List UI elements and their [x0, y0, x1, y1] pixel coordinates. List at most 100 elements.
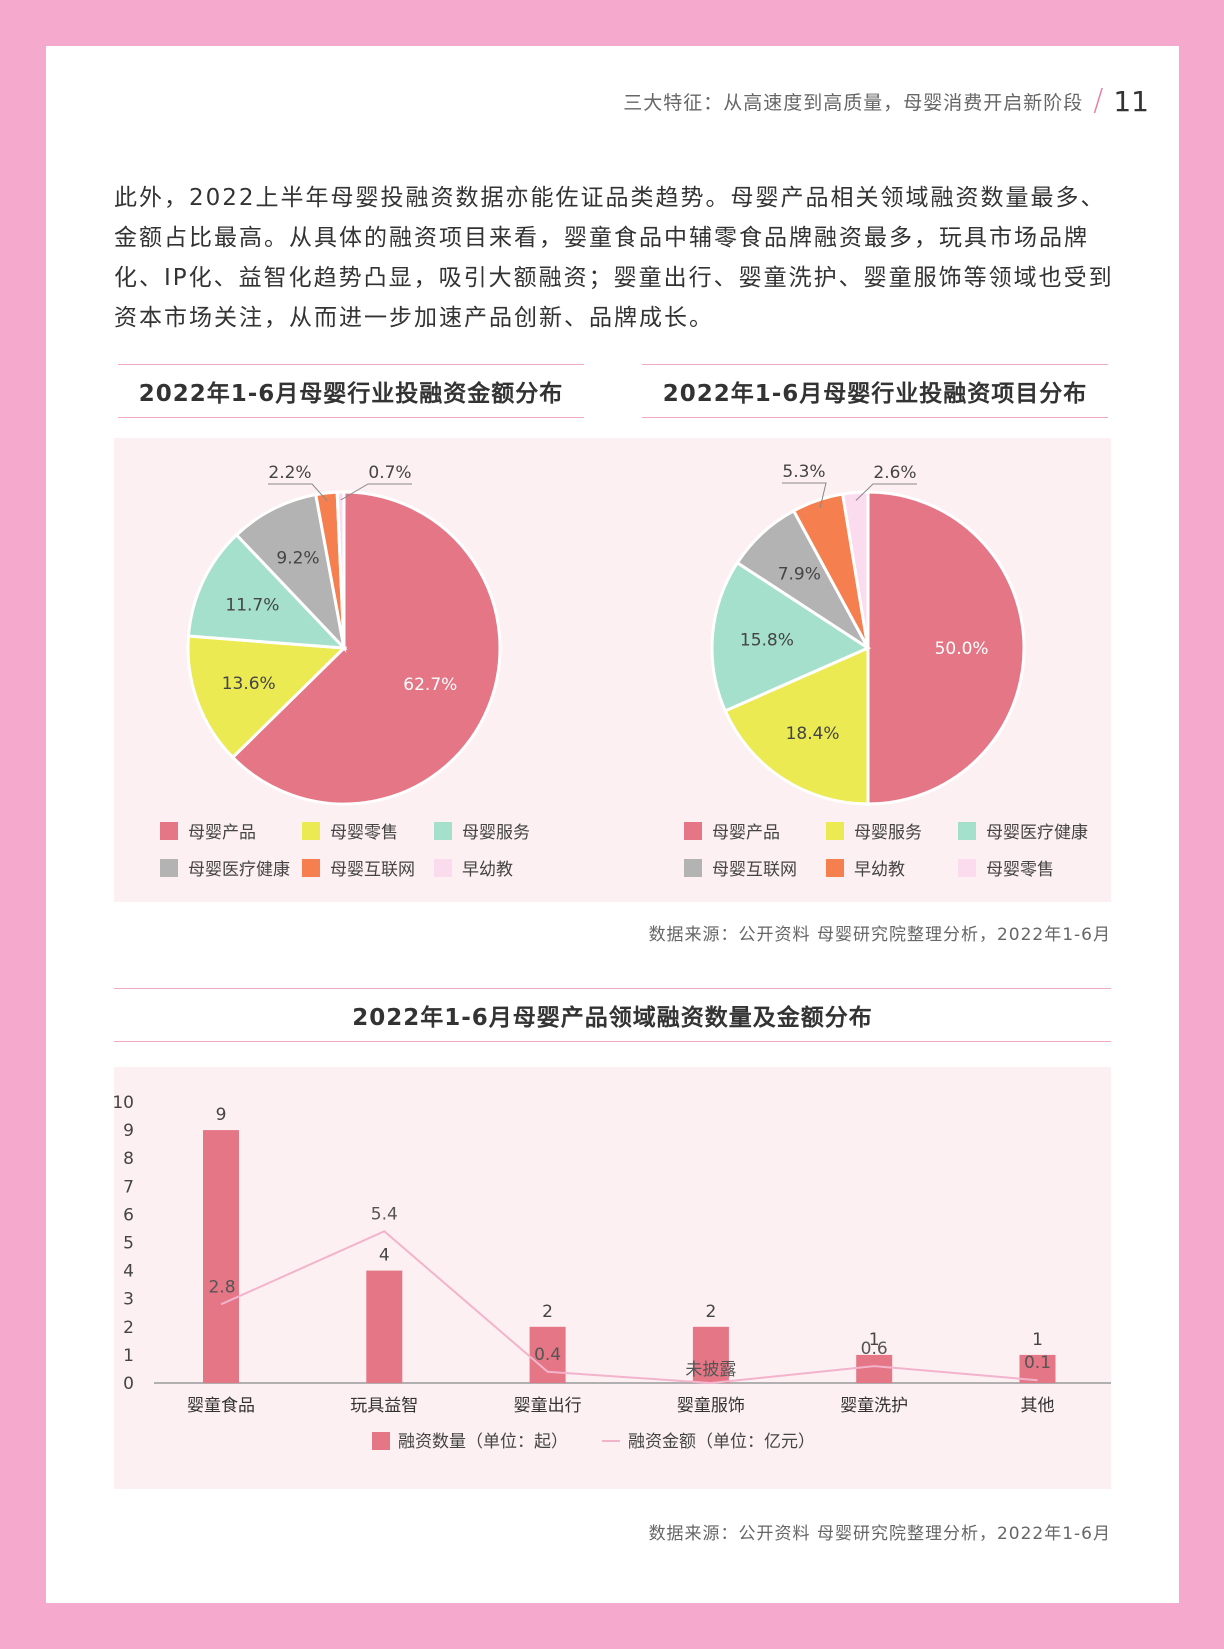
y-tick-label: 4: [123, 1262, 134, 1282]
pie-slice: [230, 490, 502, 806]
line-data-label: 0.1: [1024, 1353, 1051, 1373]
pie1-title: 2022年1-6月母婴行业投融资金额分布: [118, 364, 584, 418]
pie-data-label: 2.6%: [873, 463, 916, 483]
source-note-2: 数据来源：公开资料 母婴研究院整理分析，2022年1-6月: [648, 1524, 1111, 1544]
x-tick-label: 婴童出行: [514, 1396, 582, 1416]
pie-leader-line: [855, 483, 917, 501]
legend-label: 母婴医疗健康: [986, 823, 1088, 843]
pie2-title: 2022年1-6月母婴行业投融资项目分布: [642, 364, 1108, 418]
pie-slice: [723, 645, 870, 806]
y-tick-label: 8: [123, 1149, 134, 1169]
legend-swatch: [826, 858, 844, 877]
line-series: [220, 1230, 1038, 1385]
y-tick-label: 5: [123, 1234, 134, 1254]
pie-slice: [710, 560, 872, 713]
bar-chart-panel: 0 1 2 3 4 5 6 7 8 9 10 9 婴童食品 4 玩具益智 2 婴童出行 2 婴童服饰 1 婴童洗护 1 其他…: [114, 1067, 1111, 1489]
legend-swatch-bar: [372, 1432, 390, 1450]
legend-item: 母婴互联网: [684, 855, 826, 880]
legend-label: 母婴零售: [986, 860, 1054, 880]
legend-label-bar: 融资数量（单位：起）: [398, 1432, 568, 1452]
x-tick-label: 其他: [1021, 1396, 1055, 1416]
source-note-1: 数据来源：公开资料 母婴研究院整理分析，2022年1-6月: [648, 925, 1111, 945]
pie2-chart: 50.0% 18.4% 15.8% 7.9% 5.3% 2.6%: [710, 462, 1026, 806]
pie-data-label: 5.3%: [782, 462, 825, 482]
x-tick-label: 婴童服饰: [677, 1396, 745, 1416]
legend-label: 母婴医疗健康: [188, 860, 290, 880]
pie-data-label: 13.6%: [222, 674, 276, 694]
legend-label: 母婴互联网: [330, 860, 415, 880]
pie-data-label: 18.4%: [786, 724, 840, 744]
pie-slice: [840, 490, 870, 649]
pie1-chart: 62.7% 13.6% 11.7% 9.2% 2.2% 0.7%: [186, 463, 502, 806]
legend-label-line: 融资金额（单位：亿元）: [628, 1432, 815, 1452]
legend-label: 早幼教: [854, 860, 905, 880]
pie-slice: [866, 490, 1026, 806]
legend-swatch: [684, 858, 702, 877]
pie-slice: [234, 492, 347, 653]
pie-data-label: 2.2%: [268, 463, 311, 483]
legend-item: 母婴零售: [302, 818, 434, 843]
pie-slice: [186, 532, 348, 650]
pie-leader-line: [268, 483, 328, 502]
bar: [692, 1326, 729, 1383]
bar-data-label: 2: [542, 1302, 553, 1322]
y-tick-label: 6: [123, 1205, 134, 1225]
legend-swatch: [958, 858, 976, 877]
y-tick-label: 1: [123, 1346, 134, 1366]
report-page: 三大特征：从高速度到高质量，母婴消费开启新阶段 / 11 此外，2022上半年母…: [46, 46, 1179, 1603]
x-tick-label: 婴童洗护: [840, 1396, 908, 1416]
x-tick-label: 玩具益智: [350, 1396, 418, 1416]
y-tick-label: 3: [123, 1290, 134, 1310]
line-data-label: 2.8: [208, 1277, 235, 1297]
legend-swatch: [434, 821, 452, 840]
pie-charts-panel: 62.7% 13.6% 11.7% 9.2% 2.2% 0.7% 50.0% 18.4% 15…: [114, 438, 1111, 902]
pie-data-label: 9.2%: [276, 549, 319, 569]
legend-swatch: [434, 858, 452, 877]
bar: [529, 1326, 566, 1383]
page-number: 11: [1113, 84, 1149, 118]
legend-label: 母婴服务: [854, 823, 922, 843]
legend-swatch: [684, 821, 702, 840]
pie-data-label: 0.7%: [368, 463, 411, 483]
legend-item: 母婴产品: [684, 818, 826, 843]
bar: [856, 1354, 893, 1383]
line-data-label: 未披露: [685, 1360, 736, 1380]
pie-data-label: 15.8%: [740, 631, 794, 651]
pie1-legend: 母婴产品 母婴零售 母婴服务 母婴医疗健康 母婴互联网 早幼教: [160, 818, 544, 880]
bar-chart: 0 1 2 3 4 5 6 7 8 9 10 9 婴童食品 4 玩具益智 2 婴童出行 2 婴童服饰 1 婴童洗护 1 其他…: [114, 1093, 1111, 1452]
line-data-label: 0.6: [861, 1339, 888, 1359]
legend-swatch: [160, 821, 178, 840]
y-tick-label: 2: [123, 1318, 134, 1338]
legend-item: 母婴医疗健康: [160, 855, 302, 880]
legend-label: 母婴产品: [188, 823, 256, 843]
legend-item: 母婴产品: [160, 818, 302, 843]
bar-data-label: 2: [705, 1302, 716, 1322]
pie2-legend: 母婴产品 母婴服务 母婴医疗健康母婴互联网 早幼教 母婴零售: [684, 818, 1098, 880]
bar-chart-title: 2022年1-6月母婴产品领域融资数量及金额分布: [114, 988, 1111, 1042]
legend-label: 母婴产品: [712, 823, 780, 843]
legend-label: 母婴零售: [330, 823, 398, 843]
legend-swatch: [958, 821, 976, 840]
bar-data-label: 1: [869, 1330, 880, 1350]
pie-data-label: 62.7%: [403, 675, 457, 695]
legend-item: 母婴医疗健康: [958, 818, 1098, 843]
y-tick-label: 0: [123, 1374, 134, 1394]
line-data-label: 0.4: [534, 1345, 561, 1365]
legend-swatch: [160, 858, 178, 877]
intro-paragraph: 此外，2022上半年母婴投融资数据亦能佐证品类趋势。母婴产品相关领域融资数量最多…: [114, 185, 1114, 331]
bar-data-label: 4: [379, 1246, 390, 1266]
page-header: 三大特征：从高速度到高质量，母婴消费开启新阶段 / 11: [623, 81, 1149, 121]
legend-item: 母婴服务: [826, 818, 958, 843]
pie-data-label: 11.7%: [225, 595, 279, 615]
bar-data-label: 9: [216, 1105, 227, 1125]
legend-item: 早幼教: [826, 855, 958, 880]
bar: [203, 1130, 239, 1383]
x-tick-label: 婴童食品: [187, 1396, 255, 1416]
legend-swatch: [826, 821, 844, 840]
y-tick-label: 10: [114, 1093, 134, 1113]
legend-item: 母婴零售: [958, 855, 1098, 880]
header-divider: /: [1093, 83, 1104, 118]
pie-leader-line: [782, 482, 827, 509]
bar: [366, 1270, 403, 1383]
legend-item: 母婴服务: [434, 818, 544, 843]
